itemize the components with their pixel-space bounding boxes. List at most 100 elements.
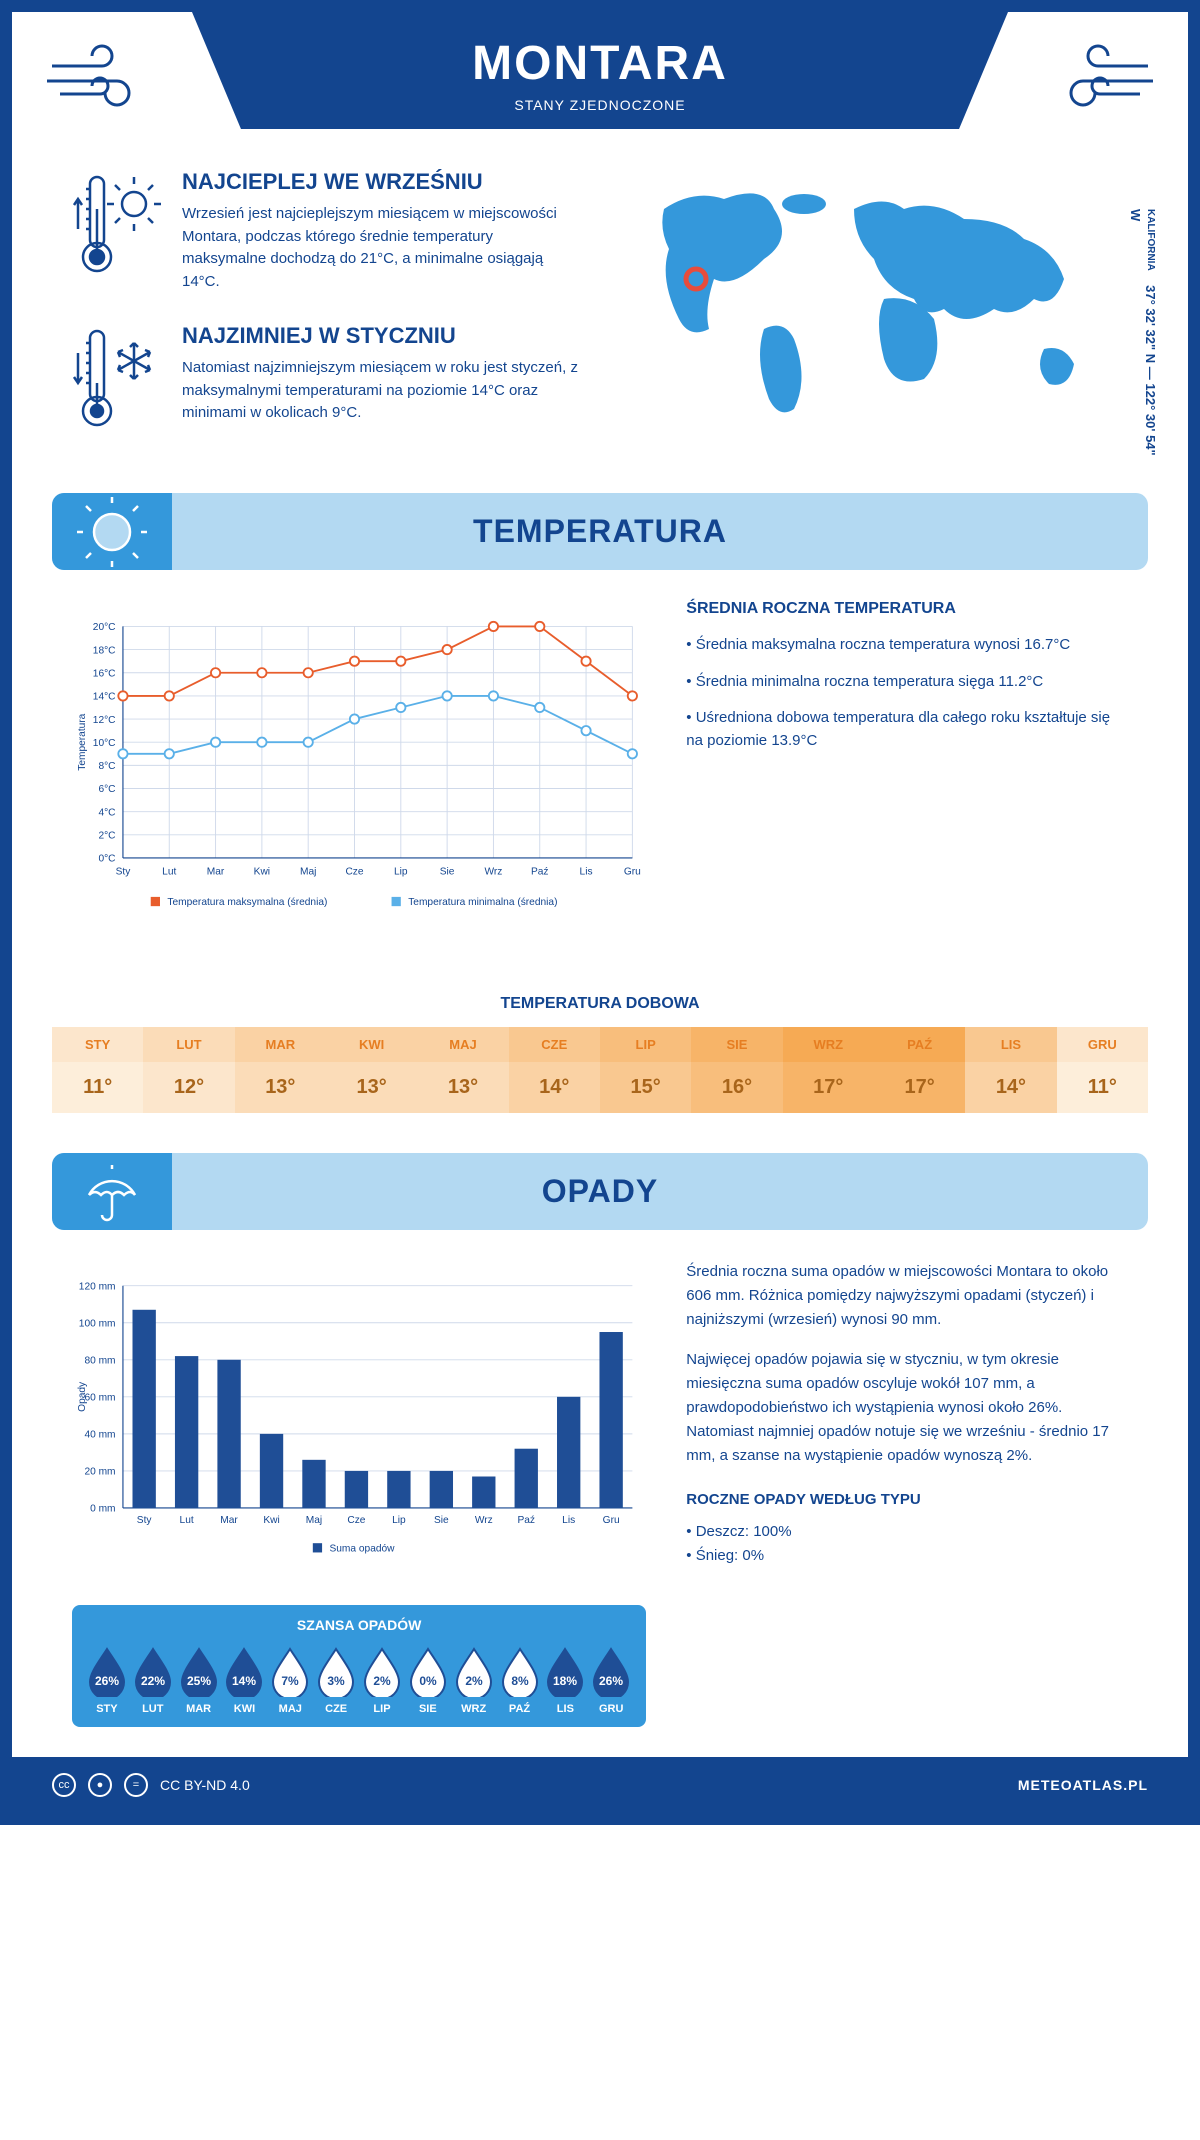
svg-text:80 mm: 80 mm (84, 1355, 115, 1366)
drop-icon: 26% (590, 1645, 632, 1697)
drop-icon: 26% (86, 1645, 128, 1697)
daily-temp-value: 13° (326, 1062, 417, 1113)
cc-icon: cc (52, 1773, 76, 1797)
chance-item: 22% LUT (132, 1645, 174, 1715)
daily-month-label: GRU (1057, 1027, 1148, 1062)
svg-text:Cze: Cze (345, 867, 363, 878)
svg-text:7%: 7% (282, 1674, 300, 1688)
region-label: KALIFORNIA (1145, 209, 1156, 271)
footer-license: cc ● = CC BY-ND 4.0 (52, 1773, 250, 1797)
daily-temp-cell: CZE14° (509, 1027, 600, 1113)
intro-facts: NAJCIEPLEJ WE WRZEŚNIU Wrzesień jest naj… (72, 169, 580, 463)
svg-text:Kwi: Kwi (254, 867, 270, 878)
by-icon: ● (88, 1773, 112, 1797)
chance-row: 26% STY 22% LUT 25% MAR 14% KWI 7% MAJ 3… (84, 1645, 634, 1715)
svg-text:60 mm: 60 mm (84, 1393, 115, 1404)
chance-item: 2% WRZ (453, 1645, 495, 1715)
svg-text:25%: 25% (187, 1674, 211, 1688)
umbrella-icon (52, 1153, 172, 1230)
daily-temp-value: 14° (965, 1062, 1056, 1113)
header-wrap: MONTARA STANY ZJEDNOCZONE (12, 12, 1188, 129)
chance-month-label: LIS (544, 1703, 586, 1715)
infographic-root: MONTARA STANY ZJEDNOCZONE (12, 12, 1188, 1813)
fact-cold-title: NAJZIMNIEJ W STYCZNIU (182, 323, 580, 349)
chance-item: 18% LIS (544, 1645, 586, 1715)
daily-temp-cell: MAJ13° (417, 1027, 508, 1113)
drop-icon: 0% (407, 1645, 449, 1697)
svg-text:Wrz: Wrz (484, 867, 502, 878)
daily-temp-cell: LIS14° (965, 1027, 1056, 1113)
daily-temp-table: STY11°LUT12°MAR13°KWI13°MAJ13°CZE14°LIP1… (52, 1027, 1148, 1113)
drop-icon: 8% (499, 1645, 541, 1697)
temp-info-item: Średnia minimalna roczna temperatura się… (686, 671, 1128, 694)
section-header-temperature: TEMPERATURA (52, 493, 1148, 570)
svg-text:22%: 22% (141, 1674, 165, 1688)
fact-warm-text: Wrzesień jest najcieplejszym miesiącem w… (182, 203, 580, 293)
daily-temp-value: 13° (235, 1062, 326, 1113)
chance-month-label: LUT (132, 1703, 174, 1715)
precipitation-chart: 0 mm20 mm40 mm60 mm80 mm100 mm120 mmOpad… (72, 1260, 646, 1580)
daily-temp-value: 17° (874, 1062, 965, 1113)
nd-icon: = (124, 1773, 148, 1797)
precip-left: 0 mm20 mm40 mm60 mm80 mm100 mm120 mmOpad… (72, 1260, 646, 1727)
svg-text:26%: 26% (599, 1674, 623, 1688)
chance-month-label: WRZ (453, 1703, 495, 1715)
daily-temp-value: 11° (52, 1062, 143, 1113)
chance-item: 0% SIE (407, 1645, 449, 1715)
chance-month-label: SIE (407, 1703, 449, 1715)
svg-text:Temperatura minimalna (średnia: Temperatura minimalna (średnia) (408, 897, 557, 908)
daily-temp-cell: LUT12° (143, 1027, 234, 1113)
svg-text:Lut: Lut (162, 867, 176, 878)
drop-icon: 3% (315, 1645, 357, 1697)
daily-temp-cell: GRU11° (1057, 1027, 1148, 1113)
svg-text:Lut: Lut (180, 1515, 194, 1526)
daily-month-label: KWI (326, 1027, 417, 1062)
svg-text:Lis: Lis (580, 867, 593, 878)
svg-text:Lip: Lip (394, 867, 408, 878)
svg-text:Gru: Gru (624, 867, 641, 878)
daily-month-label: PAŹ (874, 1027, 965, 1062)
section-title-temp: TEMPERATURA (82, 513, 1118, 550)
drop-icon: 2% (453, 1645, 495, 1697)
svg-text:0%: 0% (419, 1674, 437, 1688)
svg-text:40 mm: 40 mm (84, 1430, 115, 1441)
chance-month-label: GRU (590, 1703, 632, 1715)
daily-month-label: LUT (143, 1027, 234, 1062)
chance-month-label: MAJ (269, 1703, 311, 1715)
svg-text:18%: 18% (553, 1674, 577, 1688)
daily-month-label: MAJ (417, 1027, 508, 1062)
daily-month-label: LIS (965, 1027, 1056, 1062)
drop-icon: 2% (361, 1645, 403, 1697)
chance-item: 26% GRU (590, 1645, 632, 1715)
chance-item: 7% MAJ (269, 1645, 311, 1715)
svg-text:Sie: Sie (434, 1515, 449, 1526)
daily-month-label: SIE (691, 1027, 782, 1062)
daily-temp-value: 14° (509, 1062, 600, 1113)
daily-temp-value: 15° (600, 1062, 691, 1113)
chance-box: SZANSA OPADÓW 26% STY 22% LUT 25% MAR 14… (72, 1605, 646, 1727)
temperature-section: 0°C2°C4°C6°C8°C10°C12°C14°C16°C18°C20°CS… (12, 570, 1188, 975)
precip-type-item: Deszcz: 100% (686, 1520, 1128, 1544)
temp-info-title: ŚREDNIA ROCZNA TEMPERATURA (686, 600, 1128, 618)
chance-item: 3% CZE (315, 1645, 357, 1715)
svg-text:0 mm: 0 mm (90, 1504, 115, 1515)
svg-text:2%: 2% (465, 1674, 483, 1688)
svg-text:6°C: 6°C (98, 784, 115, 795)
svg-text:Sty: Sty (137, 1515, 153, 1526)
precip-type-item: Śnieg: 0% (686, 1544, 1128, 1568)
svg-text:8%: 8% (511, 1674, 529, 1688)
drop-icon: 14% (223, 1645, 265, 1697)
coordinates: KALIFORNIA 37° 32' 32" N — 122° 30' 54" … (1128, 209, 1158, 463)
svg-text:Lip: Lip (392, 1515, 406, 1526)
svg-text:Maj: Maj (306, 1515, 322, 1526)
svg-text:Paź: Paź (531, 867, 549, 878)
drop-icon: 22% (132, 1645, 174, 1697)
svg-text:Wrz: Wrz (475, 1515, 493, 1526)
daily-temp-value: 16° (691, 1062, 782, 1113)
wind-icon (42, 36, 162, 116)
svg-text:Gru: Gru (603, 1515, 620, 1526)
svg-text:Suma opadów: Suma opadów (329, 1544, 395, 1555)
precip-type-list: Deszcz: 100%Śnieg: 0% (686, 1520, 1128, 1568)
daily-month-label: CZE (509, 1027, 600, 1062)
footer-site: METEOATLAS.PL (1018, 1777, 1148, 1793)
